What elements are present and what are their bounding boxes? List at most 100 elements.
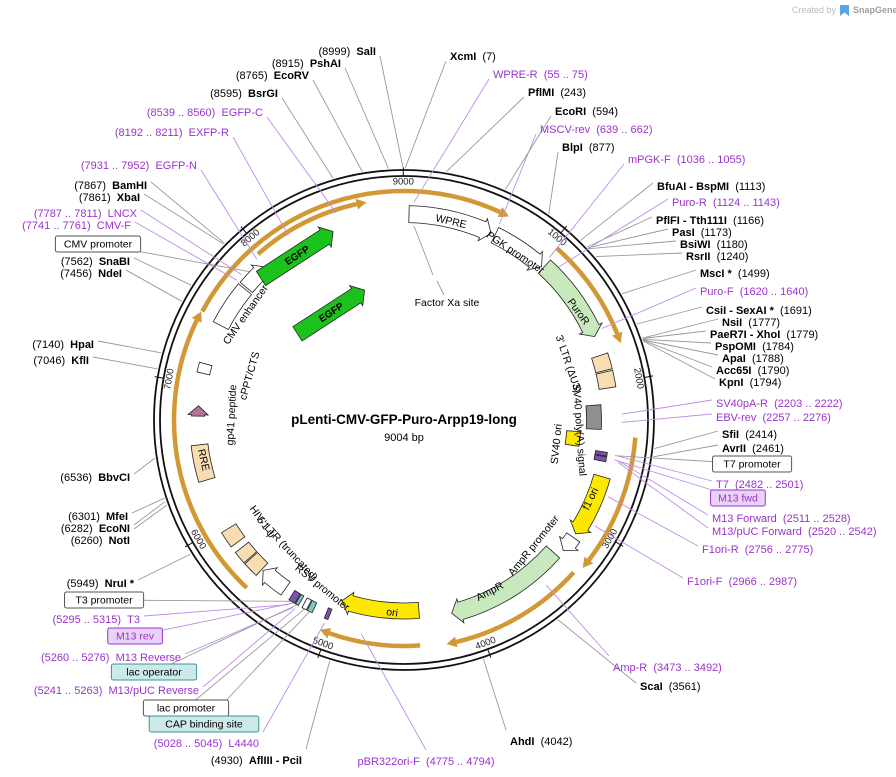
- enzyme-label-pspomi: PspOMI (1784): [715, 341, 794, 353]
- feature-cppt-cts: [196, 361, 213, 376]
- leader-line: [404, 60, 447, 169]
- enzyme-label-xcmi: XcmI (7): [450, 51, 496, 63]
- leader-line: [281, 97, 334, 179]
- plasmid-title: pLenti-CMV-GFP-Puro-Arpp19-long: [291, 412, 517, 427]
- enzyme-label-blpi: BlpI (877): [562, 142, 615, 154]
- primer-label-t3: (5295 .. 5315) T3: [53, 614, 140, 626]
- ring-tick: [615, 541, 624, 547]
- leader-line: [97, 340, 162, 354]
- leader-line: [642, 318, 719, 339]
- leader-line: [642, 339, 719, 356]
- box-label-t3-promoter: T3 promoter: [75, 594, 133, 606]
- leader-line: [594, 525, 684, 579]
- orf-arrowhead-icon: [446, 636, 458, 648]
- feature-label-rre: RRE: [195, 448, 212, 472]
- orf-arc: [171, 319, 249, 590]
- leader-line: [266, 116, 337, 214]
- orf-arc: [587, 437, 638, 562]
- enzyme-label-pasi: PasI (1173): [672, 227, 732, 239]
- watermark-created-by: Created by: [792, 5, 837, 15]
- primer-label-amp-r: Amp-R (3473 .. 3492): [613, 662, 722, 674]
- ring-tick-label: 2000: [631, 367, 646, 390]
- feature-label-factor-xa-site: Factor Xa site: [415, 297, 480, 309]
- enzyme-label-bsrgi: (8595) BsrGI: [210, 88, 278, 100]
- ring-tick: [560, 225, 567, 234]
- feature-egfp-arrow: [292, 284, 365, 342]
- feature-lac-operator-site: [294, 593, 305, 607]
- orf-arc: [200, 188, 501, 313]
- leader-line: [587, 228, 669, 249]
- primer-label-mscv-rev: MSCV-rev (639 .. 662): [540, 124, 653, 136]
- box-label-rect-cmv-promoter: [54, 235, 142, 253]
- enzyme-label-scai: ScaI (3561): [640, 681, 701, 693]
- leader-line: [232, 136, 289, 236]
- leader-line: [618, 455, 713, 482]
- box-label-rect-m13-rev: [107, 627, 163, 645]
- leader-line: [446, 96, 525, 172]
- feature-rsv-promoter: [262, 567, 291, 596]
- enzyme-label-ecorv: (8765) EcoRV: [236, 70, 310, 82]
- leader-line: [134, 221, 238, 281]
- enzyme-label-kpni: KpnI (1794): [719, 377, 781, 389]
- leader-line: [642, 330, 707, 339]
- leader-line: [150, 181, 225, 244]
- leader-line: [125, 269, 182, 302]
- leader-line: [601, 287, 697, 329]
- feature-pgk-promoter: [490, 226, 543, 271]
- leader-line: [617, 461, 709, 529]
- leader-line: [185, 608, 305, 709]
- feature-3-ltr-delta-u3-a: [591, 352, 613, 374]
- enzyme-label-xbai: (7861) XbaI: [79, 192, 140, 204]
- orf-arrowhead-icon: [319, 628, 332, 639]
- enzyme-label-ndei: (7456) NdeI: [60, 268, 122, 280]
- enzyme-label-kfli: (7046) KflI: [33, 355, 89, 367]
- ring-tick-label: 7000: [162, 368, 176, 391]
- enzyme-label-acc65i: Acc65I (1790): [716, 365, 789, 377]
- primer-label-t7: T7 (2482 .. 2501): [716, 479, 803, 491]
- leader-line: [483, 658, 507, 731]
- enzyme-label-pshai: (8915) PshAI: [272, 58, 341, 70]
- primer-label-ebv-rev: EBV-rev (2257 .. 2276): [716, 412, 831, 424]
- primer-label-m13-reverse: (5260 .. 5276) M13 Reverse: [41, 652, 181, 664]
- enzyme-label-avrii: AvrII (2461): [722, 443, 784, 455]
- primer-label-mpgk-f: mPGK-F (1036 .. 1055): [628, 154, 745, 166]
- box-label-rect-m13-fwd: [710, 489, 766, 507]
- enzyme-label-afliii-pcii: (4930) AflIII - PciI: [211, 755, 302, 767]
- leader-line: [621, 399, 713, 415]
- feature-t3-m13-rev-site: [288, 589, 301, 604]
- orf-arrowhead-icon: [612, 331, 623, 344]
- leader-line: [642, 339, 713, 368]
- enzyme-label-snabi: (7562) SnaBI: [61, 256, 130, 268]
- leader-line: [588, 240, 677, 250]
- leader-line: [617, 460, 709, 516]
- leader-line: [545, 584, 610, 657]
- primer-label-m13-forward: M13 Forward (2511 .. 2528): [712, 513, 851, 525]
- feature-ampr: [451, 545, 561, 624]
- box-label-rect-lac-operator: [110, 663, 198, 681]
- box-label-lac-operator: lac operator: [126, 666, 182, 678]
- leader-line: [92, 356, 158, 370]
- leader-line: [607, 496, 699, 547]
- leader-line: [580, 182, 654, 241]
- primer-label-lncx: (7787 .. 7811) LNCX: [34, 208, 138, 220]
- plasmid-ring-outer: [153, 169, 655, 671]
- feature-ampr-promoter: [559, 532, 581, 552]
- feature-label-sv40-ori: SV40 ori: [549, 423, 565, 464]
- feature-rre: [190, 443, 216, 483]
- ring-tick: [644, 375, 654, 378]
- enzyme-label-econi: (6282) EcoNI: [61, 523, 130, 535]
- ring-tick: [487, 649, 492, 658]
- leader-line: [413, 78, 490, 203]
- leader-line: [133, 500, 166, 526]
- leader-line: [200, 169, 258, 260]
- orf-arc: [328, 631, 421, 649]
- box-label-t7-promoter: T7 promoter: [723, 458, 781, 470]
- feature-wpre: [408, 205, 492, 242]
- orf-arrowhead-icon: [497, 207, 509, 218]
- leader-line: [499, 133, 537, 225]
- leader-line: [505, 115, 552, 190]
- box-label-m13-fwd: M13 fwd: [718, 492, 758, 504]
- enzyme-label-csii-sexai: CsiI - SexAI * (1691): [706, 305, 812, 317]
- primer-label-m13-puc-forward: M13/pUC Forward (2520 .. 2542): [712, 526, 876, 538]
- ring-tick: [240, 226, 248, 234]
